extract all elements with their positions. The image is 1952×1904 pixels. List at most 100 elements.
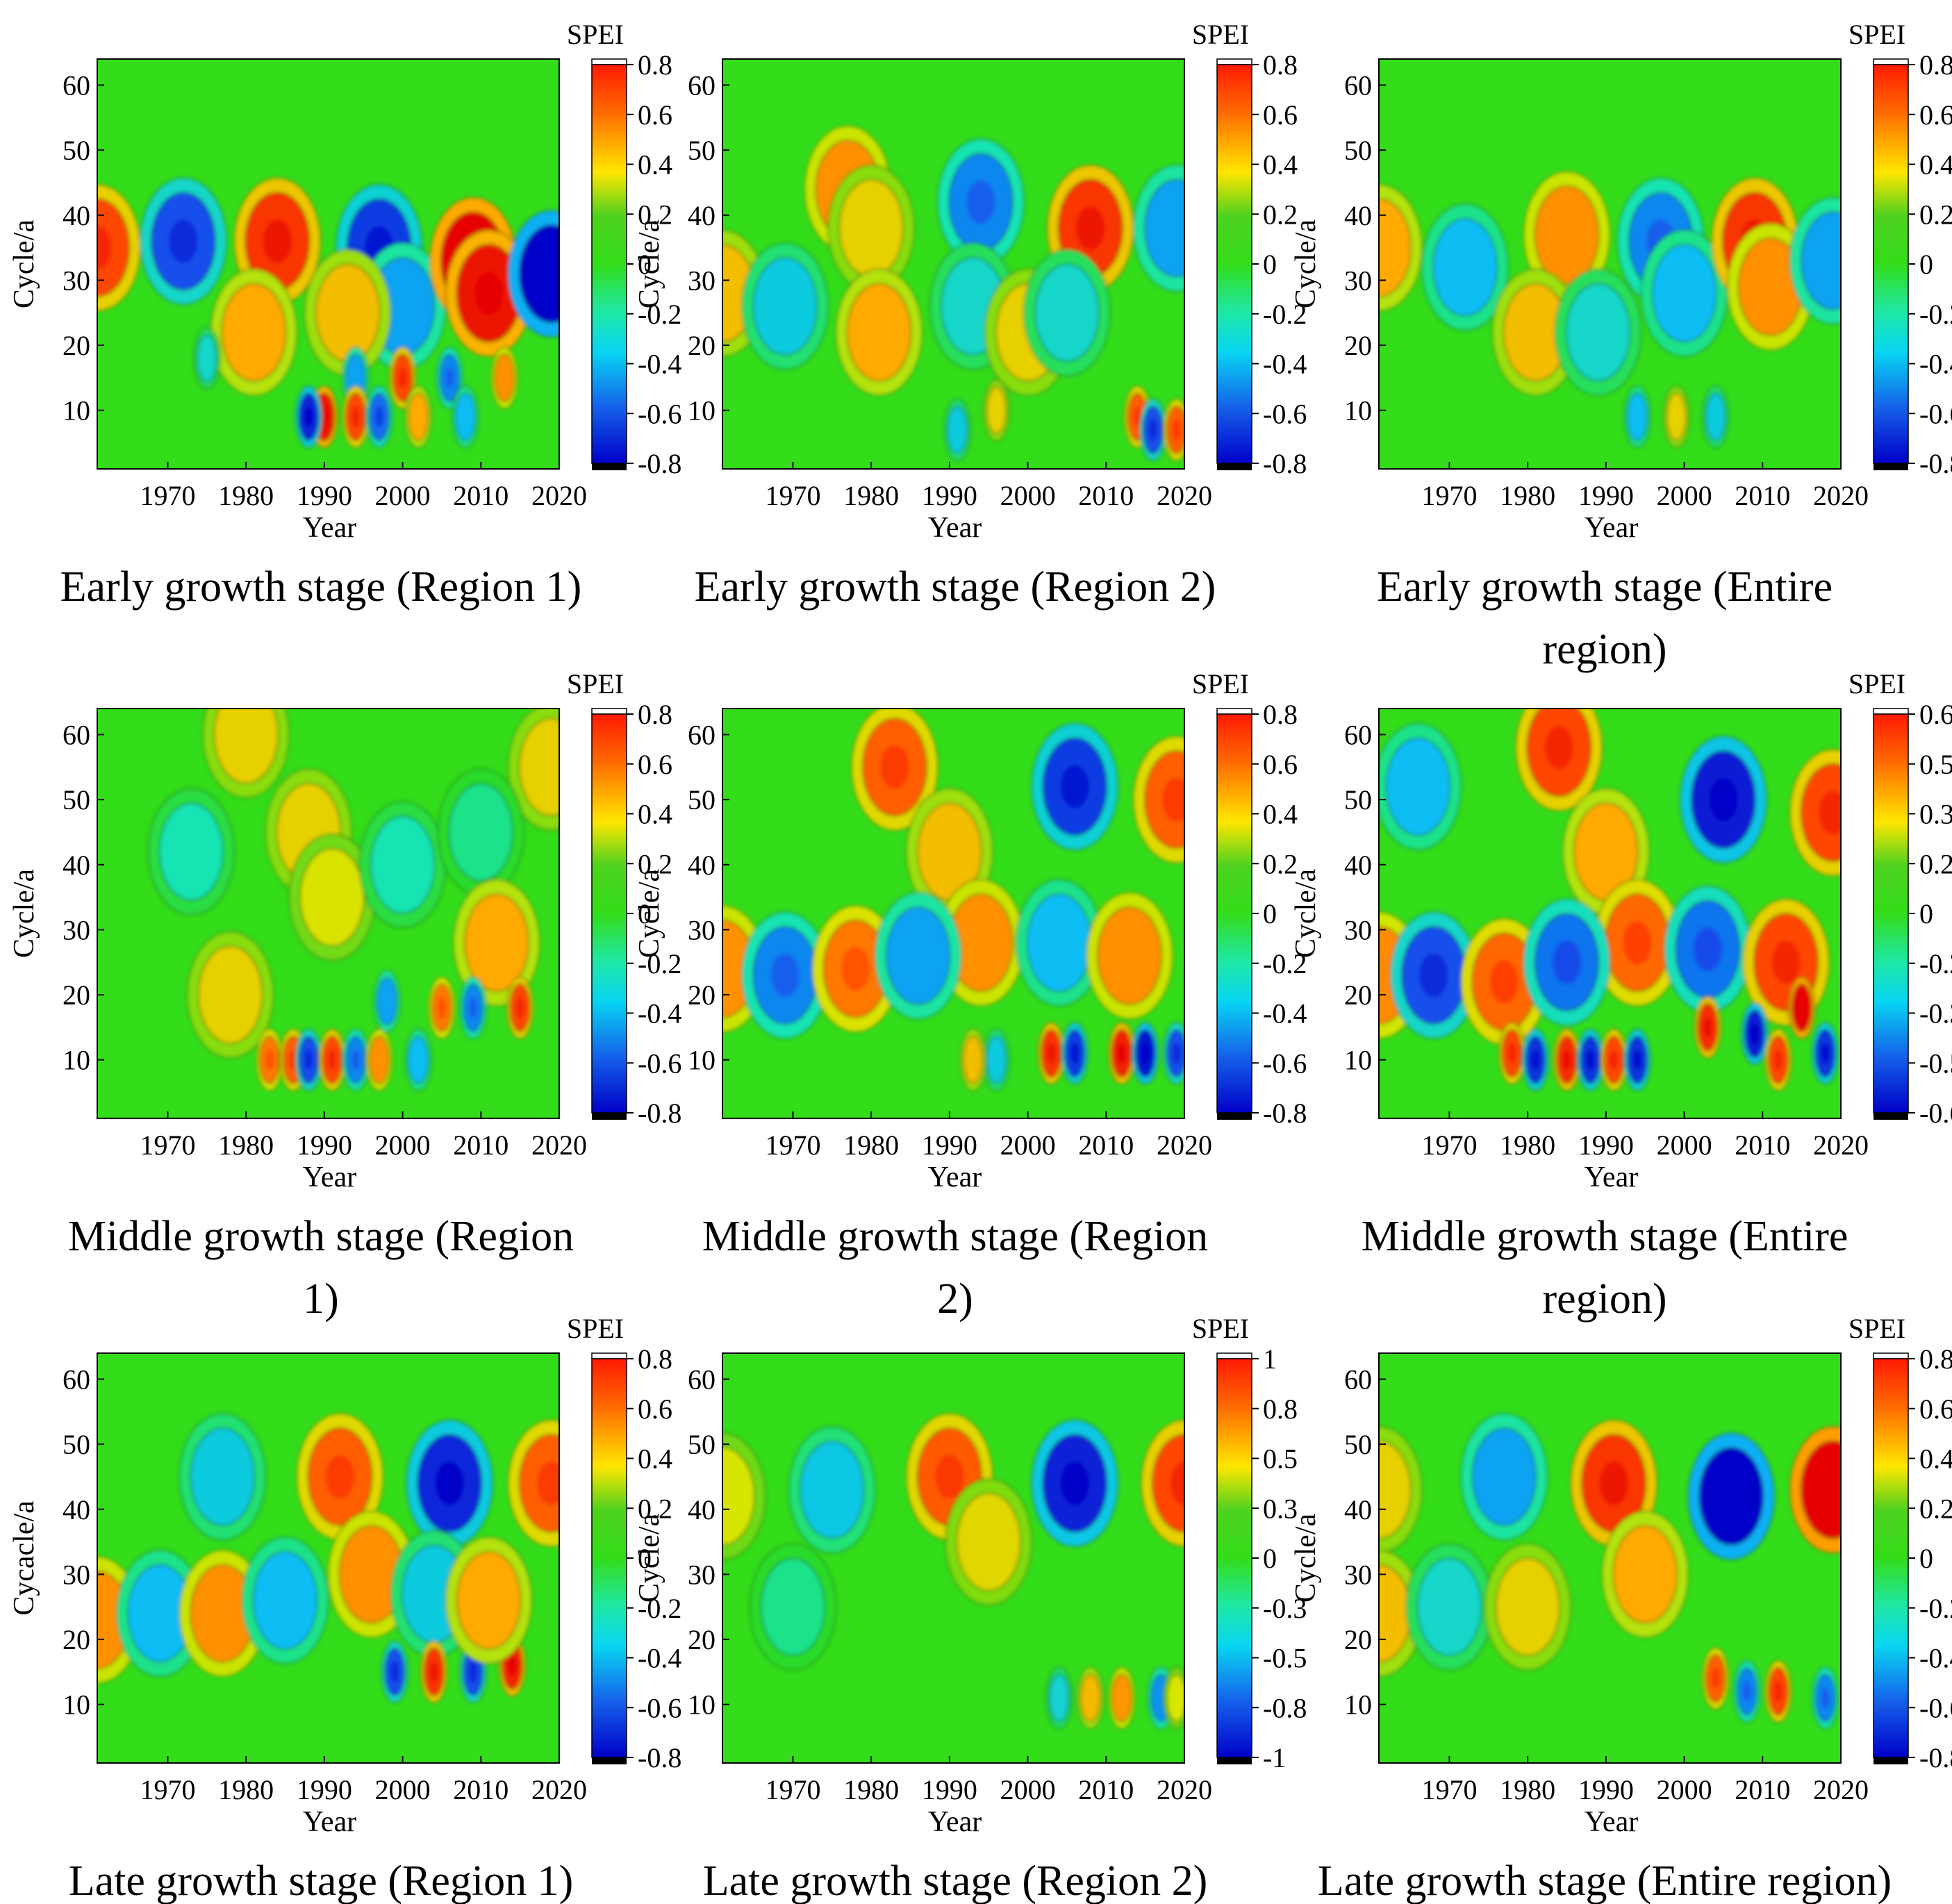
heatmap-area xyxy=(97,59,559,469)
panel-caption: Early growth stage (Region 2) xyxy=(695,563,1216,611)
x-tick-label: 2000 xyxy=(1000,480,1056,511)
y-tick-label: 60 xyxy=(688,1364,716,1395)
x-tick-label: 2010 xyxy=(1735,1129,1790,1161)
data-blob-core xyxy=(1609,1049,1619,1071)
x-tick-label: 2010 xyxy=(1735,1774,1790,1805)
colorbar xyxy=(1873,713,1909,1114)
y-tick-label: 20 xyxy=(1344,330,1372,361)
data-blob-core xyxy=(770,953,800,997)
colorbar-tick-label: -0.2 xyxy=(638,299,681,330)
x-tick-label: 2020 xyxy=(531,1774,587,1805)
data-blob-core xyxy=(1711,1667,1720,1689)
y-tick-label: 10 xyxy=(1344,1689,1372,1721)
colorbar-under-cap xyxy=(1217,1757,1252,1764)
x-tick-label: 1990 xyxy=(922,480,977,511)
data-blob-core xyxy=(1531,1049,1540,1071)
y-tick-label: 50 xyxy=(63,1429,90,1460)
y-axis-label: Cycle/a xyxy=(1290,869,1322,959)
y-tick-label: 30 xyxy=(1344,265,1372,296)
colorbar-tick-label: -0.6 xyxy=(638,1048,681,1079)
colorbar-tick-label: 0 xyxy=(638,898,652,929)
colorbar-over-cap xyxy=(1216,708,1252,715)
panel-caption: region) xyxy=(1542,626,1666,673)
data-blob xyxy=(962,1035,984,1084)
data-blob xyxy=(885,906,951,1005)
y-tick-label: 10 xyxy=(1344,395,1372,427)
y-tick-label: 10 xyxy=(1344,1045,1372,1076)
data-blob-core xyxy=(1172,419,1182,441)
colorbar-title: SPEI xyxy=(1848,668,1905,699)
data-blob-core xyxy=(966,180,995,224)
panel-caption: 2) xyxy=(937,1275,973,1323)
x-tick-label: 2020 xyxy=(531,480,587,511)
data-blob xyxy=(1097,906,1163,1005)
y-tick-label: 60 xyxy=(1344,1364,1372,1395)
data-blob-core xyxy=(1060,1461,1089,1505)
y-tick-label: 20 xyxy=(688,1624,716,1655)
colorbar-tick-label: -0.8 xyxy=(638,448,681,479)
colorbar-tick-label: 0 xyxy=(638,249,652,280)
y-tick-label: 20 xyxy=(1344,979,1372,1011)
data-blob xyxy=(197,945,263,1045)
data-blob-core xyxy=(1750,1023,1760,1045)
data-blob xyxy=(986,386,1007,435)
x-tick-label: 2020 xyxy=(531,1129,587,1161)
y-tick-label: 30 xyxy=(1344,1559,1372,1590)
x-tick-label: 2020 xyxy=(1157,1774,1212,1805)
data-blob xyxy=(463,893,529,993)
panel-caption: region) xyxy=(1542,1275,1666,1323)
x-axis-label: Year xyxy=(928,1161,982,1193)
colorbar-title: SPEI xyxy=(1192,1313,1249,1344)
chart-panel: 1970 1980 1990 2000 2010 2020Year102030405060… xyxy=(634,1313,1307,1904)
x-tick-label: 1980 xyxy=(1500,480,1555,511)
data-blob xyxy=(370,815,436,914)
data-blob-core xyxy=(1693,927,1723,972)
colorbar-title: SPEI xyxy=(567,19,624,50)
colorbar-tick-label: 0.2 xyxy=(638,1493,672,1524)
data-blob xyxy=(1379,198,1412,297)
data-blob xyxy=(454,392,476,442)
colorbar-tick-label: 0.8 xyxy=(1919,49,1952,81)
data-blob xyxy=(408,1035,429,1084)
data-blob-core xyxy=(1709,777,1738,822)
chart-panel: 1970 1980 1990 2000 2010 2020Year102030405060… xyxy=(1290,19,1952,673)
data-blob xyxy=(1565,283,1631,382)
colorbar-over-cap xyxy=(1873,708,1909,715)
colorbar-under-cap xyxy=(592,1113,627,1120)
heatmap-area xyxy=(722,1353,1184,1763)
data-blob xyxy=(1416,1557,1482,1657)
colorbar-tick-label: -0.2 xyxy=(1919,1593,1952,1624)
data-blob xyxy=(752,256,818,356)
chart-panel: 1970 1980 1990 2000 2010 2020Year102030405060… xyxy=(1290,1313,1952,1904)
y-tick-label: 60 xyxy=(63,719,90,750)
colorbar-tick-label: 0.8 xyxy=(1263,1393,1298,1425)
x-tick-label: 2000 xyxy=(1657,1129,1712,1161)
chart-panel: 1970 1980 1990 2000 2010 2020Year102030405060… xyxy=(8,19,681,611)
colorbar-tick-label: 0.6 xyxy=(638,99,672,131)
colorbar-under-cap xyxy=(1874,1113,1908,1120)
plot-frame xyxy=(1378,58,1842,470)
data-blob-core xyxy=(1170,1461,1184,1505)
colorbar-title: SPEI xyxy=(567,668,624,699)
colorbar-tick-label: 0.6 xyxy=(638,749,672,780)
heatmap-area xyxy=(1379,1353,1841,1763)
colorbar-tick-label: -0.5 xyxy=(1263,1643,1307,1674)
x-tick-label: 2010 xyxy=(453,1774,508,1805)
colorbar-tick-label: -0.2 xyxy=(638,948,681,979)
data-blob xyxy=(368,1035,390,1084)
colorbar-tick-label: -0.3 xyxy=(1919,998,1952,1029)
data-blob-core xyxy=(374,406,384,428)
data-blob-core xyxy=(1773,1680,1783,1703)
data-blob-core xyxy=(1172,1043,1182,1064)
colorbar-tick-label: -0.6 xyxy=(1919,1692,1952,1723)
plot-frame xyxy=(722,708,1185,1119)
y-tick-label: 50 xyxy=(1344,1429,1372,1460)
x-tick-label: 2020 xyxy=(1813,480,1869,511)
data-blob-core xyxy=(1117,1043,1127,1064)
data-blob-core xyxy=(1141,1043,1150,1064)
data-blob-core xyxy=(1623,920,1652,965)
data-blob xyxy=(377,977,398,1026)
x-tick-label: 1970 xyxy=(1421,1129,1477,1161)
data-blob-core xyxy=(1599,1461,1628,1505)
y-tick-label: 60 xyxy=(63,1364,90,1395)
